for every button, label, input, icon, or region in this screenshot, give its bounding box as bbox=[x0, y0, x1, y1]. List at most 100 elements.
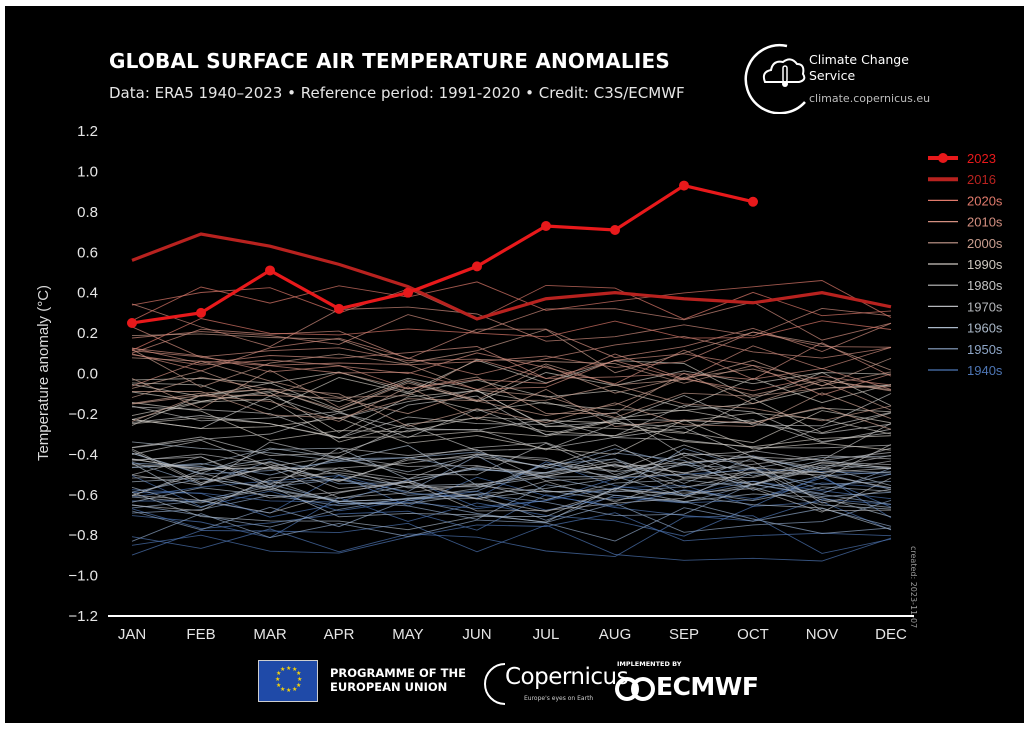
svg-text:★: ★ bbox=[280, 686, 285, 693]
ecmwf-logo-icon bbox=[615, 677, 655, 701]
year-line-1990s bbox=[131, 377, 892, 417]
year-line-1970s bbox=[131, 477, 892, 514]
x-tick-label: JUN bbox=[462, 626, 491, 643]
year-line-1970s bbox=[131, 447, 892, 488]
year-line-2000s bbox=[131, 386, 892, 430]
year-line-1960s bbox=[131, 447, 892, 477]
year-line-1950s bbox=[131, 455, 892, 495]
x-tick-label: JAN bbox=[118, 626, 146, 643]
year-line-2010s bbox=[131, 345, 892, 381]
y-tick-label: 0.0 bbox=[77, 366, 98, 383]
legend-label-2023: 2023 bbox=[967, 151, 996, 166]
y-tick-label: −0.8 bbox=[68, 527, 98, 544]
year-line-2020s bbox=[131, 284, 892, 321]
year-line-1990s bbox=[131, 402, 892, 444]
legend-label-2016: 2016 bbox=[967, 172, 996, 187]
year-line-1990s bbox=[131, 370, 892, 410]
data-point-2023 bbox=[334, 303, 344, 314]
year-line-2000s bbox=[131, 376, 892, 417]
c3s-arc-icon bbox=[744, 44, 806, 114]
y-tick-label: −0.2 bbox=[68, 406, 98, 423]
series-line-2016 bbox=[131, 232, 892, 321]
year-line-2010s bbox=[131, 335, 892, 376]
created-date: created: 2023-11-07 bbox=[909, 546, 918, 629]
x-tick-label: MAR bbox=[253, 626, 287, 643]
year-line-1960s bbox=[131, 462, 892, 502]
year-line-2000s bbox=[131, 348, 892, 391]
year-line-1960s bbox=[131, 488, 892, 531]
data-point-2023 bbox=[196, 307, 206, 318]
legend-label-2020s: 2020s bbox=[967, 193, 1003, 208]
legend-label-2000s: 2000s bbox=[967, 236, 1003, 251]
cloud-icon bbox=[762, 58, 806, 83]
year-line-1990s bbox=[131, 417, 892, 448]
data-point-2023 bbox=[679, 180, 689, 191]
x-tick-label: FEB bbox=[186, 626, 215, 643]
year-line-2010s bbox=[131, 353, 892, 392]
c3s-name: Climate Change Service bbox=[809, 52, 909, 83]
year-line-2020s bbox=[131, 318, 892, 351]
year-line-1950s bbox=[131, 494, 892, 534]
year-line-2010s bbox=[131, 301, 892, 345]
implemented-by-label: IMPLEMENTED BY bbox=[617, 660, 682, 668]
year-line-1950s bbox=[131, 507, 892, 542]
x-tick-label: DEC bbox=[875, 626, 907, 643]
year-line-1980s bbox=[131, 444, 892, 473]
data-point-2023 bbox=[748, 196, 758, 207]
x-tick-label: SEP bbox=[669, 626, 699, 643]
year-line-1970s bbox=[131, 441, 892, 486]
year-line-1970s bbox=[131, 455, 892, 499]
y-tick-label: 0.6 bbox=[77, 244, 98, 261]
year-line-1940s bbox=[131, 494, 892, 531]
y-tick-label: −0.6 bbox=[68, 487, 98, 504]
svg-text:★: ★ bbox=[292, 686, 297, 693]
year-line-2000s bbox=[131, 370, 892, 414]
x-tick-label: JUL bbox=[533, 626, 560, 643]
y-axis-label: Temperature anomaly (°C) bbox=[35, 285, 52, 461]
year-line-2010s bbox=[131, 322, 892, 360]
copernicus-tagline: Europe's eyes on Earth bbox=[524, 695, 594, 702]
year-line-1990s bbox=[131, 398, 892, 443]
svg-text:★: ★ bbox=[275, 676, 280, 683]
svg-text:★: ★ bbox=[286, 665, 291, 672]
legend-label-1940s: 1940s bbox=[967, 363, 1003, 378]
chart-subtitle: Data: ERA5 1940–2023 • Reference period:… bbox=[109, 84, 685, 102]
svg-text:★: ★ bbox=[297, 676, 302, 683]
y-tick-label: 0.2 bbox=[77, 325, 98, 342]
eu-programme-text: PROGRAMME OF THE EUROPEAN UNION bbox=[330, 666, 466, 694]
svg-text:★: ★ bbox=[276, 670, 281, 677]
background-year-lines bbox=[131, 280, 892, 562]
data-point-2023 bbox=[403, 287, 413, 298]
legend-label-1990s: 1990s bbox=[967, 257, 1003, 272]
svg-text:★: ★ bbox=[280, 666, 285, 673]
year-line-2000s bbox=[131, 365, 892, 410]
year-line-2000s bbox=[131, 388, 892, 428]
svg-text:★: ★ bbox=[292, 666, 297, 673]
data-point-2023 bbox=[610, 225, 620, 236]
svg-text:★: ★ bbox=[296, 682, 301, 689]
year-line-1970s bbox=[131, 460, 892, 504]
y-tick-label: 0.8 bbox=[77, 204, 98, 221]
legend-label-1960s: 1960s bbox=[967, 321, 1003, 336]
footer: ★ ★ ★ ★ ★ ★ ★ ★ ★ ★ ★ ★ PROGRAMME OF THE EUROPEA… bbox=[5, 656, 1024, 716]
y-tick-label: −0.4 bbox=[68, 446, 98, 463]
copernicus-logo bbox=[484, 663, 506, 705]
svg-text:★: ★ bbox=[286, 687, 291, 694]
x-tick-label: APR bbox=[324, 626, 355, 643]
legend-marker-2023 bbox=[938, 153, 948, 163]
year-line-1950s bbox=[131, 483, 892, 517]
year-line-1940s bbox=[131, 515, 892, 558]
year-line-2010s bbox=[131, 353, 892, 396]
year-line-1940s bbox=[131, 522, 892, 562]
chart-title: GLOBAL SURFACE AIR TEMPERATURE ANOMALIES bbox=[109, 49, 670, 73]
year-line-2010s bbox=[131, 303, 892, 348]
eu-flag-icon: ★ ★ ★ ★ ★ ★ ★ ★ ★ ★ ★ ★ bbox=[258, 660, 318, 702]
svg-text:★: ★ bbox=[296, 670, 301, 677]
legend-label-1950s: 1950s bbox=[967, 342, 1003, 357]
chart-legend: 2023 2016 2020s 2010s 2000s 1990s 1980s 1970s 19… bbox=[928, 151, 1003, 378]
year-line-1970s bbox=[131, 456, 892, 489]
x-tick-label: MAY bbox=[392, 626, 423, 643]
copernicus-wordmark: Copernicus bbox=[505, 664, 629, 690]
data-point-2023 bbox=[265, 265, 275, 276]
